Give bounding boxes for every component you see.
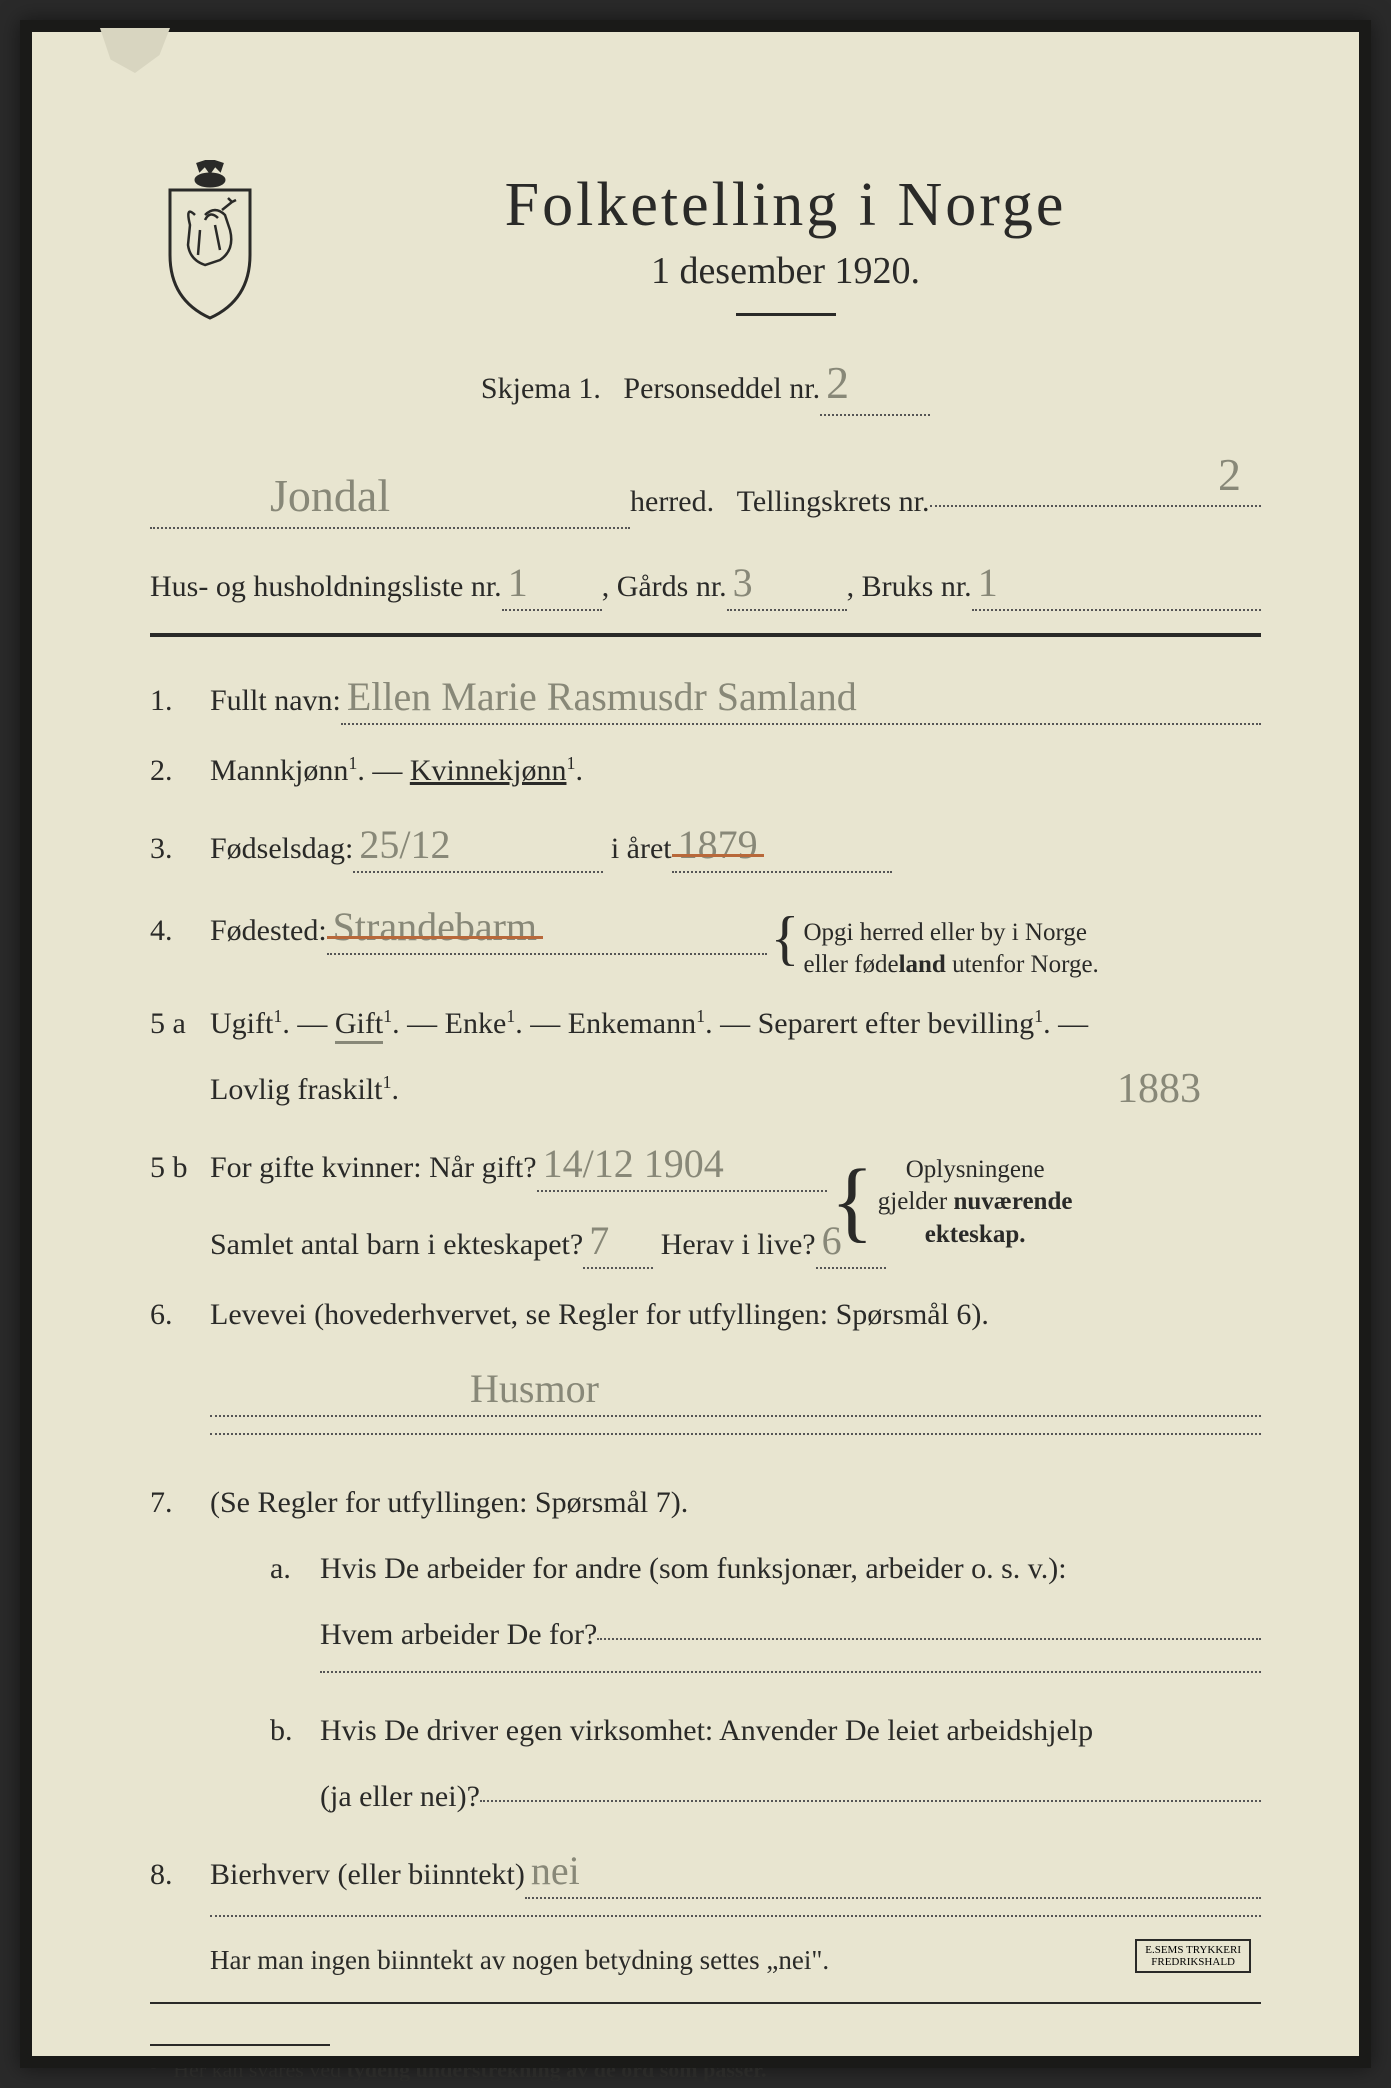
herred-value: Jondal [150,470,396,521]
q3-day: 25/12 [353,822,456,867]
q7a-line2: Hvem arbeider De for? [320,1611,597,1659]
q5b-label2: Samlet antal barn i ekteskapet? [210,1221,583,1269]
printer-mark: E.SEMS TRYKKERI FREDRIKSHALD [1135,1939,1251,1973]
q5b-value3: 6 [816,1218,848,1263]
q8-note-row: Har man ingen biinntekt av nogen betydni… [150,1939,1261,1982]
hus-nr: 1 [502,560,534,605]
q7b-line1: Hvis De driver egen virksomhet: Anvender… [320,1707,1093,1755]
q2-mann: Mannkjønn [210,754,348,787]
herred-row: Jondal herred. Tellingskrets nr. 2 [150,438,1261,533]
q7b-row2: (ja eller nei)? [150,1773,1261,1821]
q4-label: Fødested: [210,907,327,955]
q4-value: Strandebarm [327,904,543,949]
q6-num: 6. [150,1291,210,1339]
personseddel-label: Personseddel nr. [623,365,820,413]
q8-label: Bierhverv (eller biinntekt) [210,1851,525,1899]
q5b-num: 5 b [150,1144,210,1192]
q8-value: nei [525,1848,586,1893]
brace-icon: { [771,911,800,965]
census-form-page: Folketelling i Norge 1 desember 1920. Sk… [20,20,1371,2068]
header: Folketelling i Norge 1 desember 1920. [150,160,1261,336]
q5a-annotation: 1883 [1117,1056,1201,1123]
divider-thin [150,2002,1261,2004]
personseddel-nr: 2 [820,357,855,408]
q7a-row2: Hvem arbeider De for? [150,1611,1261,1659]
q3-year: 1879 [672,822,764,867]
main-title: Folketelling i Norge [310,170,1261,241]
q6-row: 6. Levevei (hovederhvervet, se Regler fo… [150,1291,1261,1339]
bruks-nr: 1 [972,560,1004,605]
q5b-value2: 7 [583,1218,615,1263]
q5b-label1: For gifte kvinner: Når gift? [210,1144,537,1192]
schema-label: Skjema 1. [481,365,601,413]
q3-year-label: i året [611,825,672,873]
title-rule [736,313,836,316]
q1-label: Fullt navn: [210,677,341,725]
q7b-row1: b. Hvis De driver egen virksomhet: Anven… [150,1707,1261,1755]
q8-note: Har man ingen biinntekt av nogen betydni… [210,1939,829,1982]
gards-nr: 3 [727,560,759,605]
q2-row: 2. Mannkjønn1. — Kvinnekjønn1. [150,747,1261,795]
q4-note: Opgi herred eller by i Norge eller fødel… [803,917,1098,982]
q6-value-row: Husmor [150,1357,1261,1421]
q3-label: Fødselsdag: [210,825,353,873]
q7b-num: b. [270,1707,320,1755]
sub-title: 1 desember 1920. [310,249,1261,293]
q7-label: (Se Regler for utfyllingen: Spørsmål 7). [210,1479,688,1527]
q7-row: 7. (Se Regler for utfyllingen: Spørsmål … [150,1479,1261,1527]
q5a-num: 5 a [150,1000,210,1048]
q1-value: Ellen Marie Rasmusdr Samland [341,674,863,719]
q3-num: 3. [150,825,210,873]
q5a-row: 5 a Ugift1. — Gift1. — Enke1. — Enkemann… [150,1000,1261,1048]
q7-num: 7. [150,1479,210,1527]
q5a-row2: Lovlig fraskilt1. 1883 [150,1066,1261,1114]
q1-num: 1. [150,677,210,725]
q2-kvinne: Kvinnekjønn [410,754,567,787]
q6-value: Husmor [210,1366,605,1411]
q7b-line2: (ja eller nei)? [320,1773,480,1821]
q7a-line1: Hvis De arbeider for andre (som funksjon… [320,1545,1067,1593]
tellingskrets-nr: 2 [1212,438,1261,512]
q5b-value1: 14/12 1904 [537,1141,730,1186]
torn-corner [100,28,170,73]
q4-row: 4. Fødested: Strandebarm { Opgi herred e… [150,895,1261,982]
q5a-gift: Gift [335,1007,383,1044]
q8-num: 8. [150,1851,210,1899]
q3-row: 3. Fødselsdag: 25/12 i året 1879 [150,813,1261,877]
q6-label: Levevei (hovederhvervet, se Regler for u… [210,1291,989,1339]
q2-num: 2. [150,747,210,795]
herred-label: herred. [630,478,714,526]
hus-label: Hus- og husholdningsliste nr. [150,563,502,611]
divider [150,633,1261,637]
q5b-label3: Herav i live? [661,1221,816,1269]
tellingskrets-label: Tellingskrets nr. [737,478,930,526]
q7a-num: a. [270,1545,320,1593]
q5b-row2: Samlet antal barn i ekteskapet? 7 Herav … [150,1209,1261,1273]
coat-of-arms [150,160,270,320]
hus-row: Hus- og husholdningsliste nr. 1 , Gårds … [150,551,1261,615]
bruks-label: , Bruks nr. [847,563,972,611]
q1-row: 1. Fullt navn: Ellen Marie Rasmusdr Saml… [150,665,1261,729]
q8-row: 8. Bierhverv (eller biinntekt) nei [150,1839,1261,1903]
schema-row: Skjema 1. Personseddel nr. 2 [150,346,1261,420]
footnote: 1 Her kan svares ved tydelig understrekn… [150,2044,1261,2087]
form-body: Skjema 1. Personseddel nr. 2 Jondal herr… [150,346,1261,2088]
q4-num: 4. [150,907,210,955]
title-block: Folketelling i Norge 1 desember 1920. [310,160,1261,336]
q7a-row1: a. Hvis De arbeider for andre (som funks… [150,1545,1261,1593]
gards-label: , Gårds nr. [602,563,727,611]
